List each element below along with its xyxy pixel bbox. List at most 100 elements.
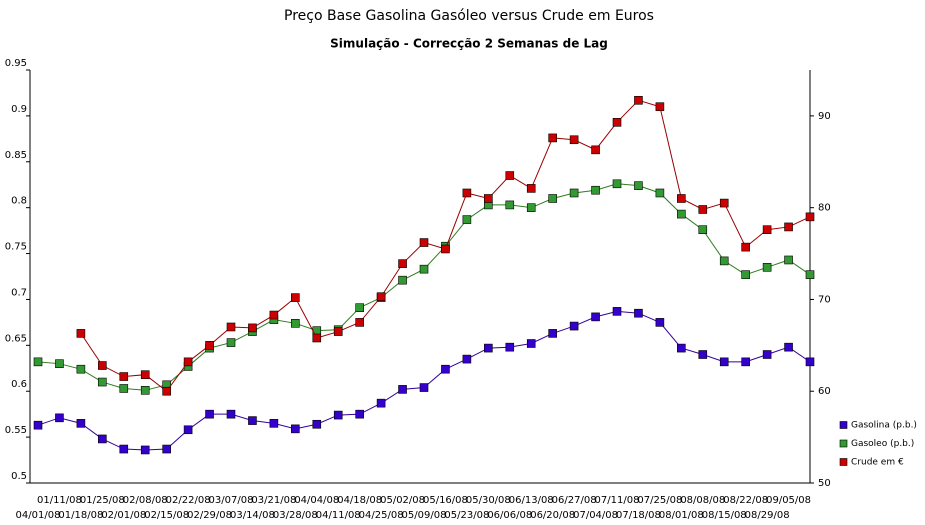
- x-tick-label: 05/30/08: [466, 495, 511, 506]
- data-point: [312, 333, 322, 343]
- x-tick-label: 07/18/08: [616, 510, 661, 521]
- data-point: [484, 343, 493, 353]
- x-tick-label: 01/18/08: [58, 510, 103, 521]
- data-point: [655, 102, 665, 112]
- data-point: [741, 242, 750, 252]
- data-point: [119, 384, 129, 393]
- y2-tick-label: 80: [818, 203, 831, 214]
- data-point: [805, 212, 815, 222]
- y-tick-label: 0.5: [11, 471, 27, 482]
- data-point: [805, 270, 815, 279]
- data-point: [248, 416, 257, 425]
- data-point: [569, 135, 579, 145]
- data-point: [505, 200, 515, 210]
- data-point: [183, 357, 193, 367]
- x-tick-label: 08/22/08: [723, 495, 768, 506]
- data-point: [355, 318, 364, 327]
- data-point: [569, 188, 579, 198]
- x-tick-label: 04/01/08: [16, 510, 61, 521]
- x-tick-label: 06/20/08: [530, 510, 575, 521]
- data-point: [419, 383, 429, 392]
- data-point: [376, 292, 386, 301]
- legend-swatch: [839, 439, 848, 448]
- data-point: [591, 312, 600, 322]
- x-tick-label: 05/16/08: [423, 495, 468, 506]
- data-point: [484, 194, 493, 203]
- data-point: [76, 419, 86, 428]
- x-tick-label: 02/15/08: [144, 510, 189, 521]
- data-point: [140, 386, 150, 395]
- x-tick-label: 02/29/08: [187, 510, 232, 521]
- data-point: [376, 398, 386, 408]
- data-point: [441, 244, 450, 254]
- x-tick-label: 07/04/08: [573, 510, 618, 521]
- data-point: [183, 425, 193, 435]
- data-point: [226, 338, 236, 347]
- series-line: [37, 310, 811, 451]
- data-point: [76, 329, 86, 338]
- data-point: [76, 364, 86, 374]
- data-point: [162, 386, 171, 396]
- y-tick-label: 0.55: [5, 425, 27, 436]
- data-point: [762, 263, 772, 272]
- x-tick-label: 03/28/08: [273, 510, 318, 521]
- data-point: [805, 357, 815, 367]
- legend-swatch: [839, 458, 848, 466]
- x-tick-label: 08/29/08: [745, 510, 790, 521]
- data-point: [269, 419, 279, 428]
- data-point: [634, 95, 643, 105]
- x-tick-label: 02/08/08: [123, 495, 168, 506]
- data-point: [784, 222, 793, 232]
- data-point: [526, 203, 536, 212]
- legend-label: Gasoleo (p.b.): [851, 439, 914, 449]
- x-tick-label: 07/11/08: [595, 495, 640, 506]
- data-point: [226, 322, 236, 332]
- chart-subtitle: Simulação - Correcção 2 Semanas de Lag: [330, 37, 608, 51]
- data-point: [655, 318, 665, 327]
- x-tick-label: 08/08/08: [680, 495, 725, 506]
- y-tick-label: 0.75: [5, 242, 27, 253]
- y2-tick-label: 50: [818, 478, 831, 489]
- data-point: [741, 270, 750, 279]
- data-point: [462, 188, 472, 198]
- data-point: [591, 185, 600, 195]
- data-point: [162, 444, 171, 454]
- data-point: [441, 364, 450, 374]
- data-point: [526, 339, 536, 348]
- data-point: [462, 215, 472, 224]
- data-point: [634, 308, 643, 318]
- data-point: [98, 377, 107, 387]
- x-tick-label: 05/02/08: [380, 495, 425, 506]
- data-point: [548, 194, 557, 203]
- data-point: [548, 133, 557, 143]
- data-point: [355, 409, 364, 419]
- legend-swatch: [839, 421, 848, 429]
- y-tick-label: 0.8: [11, 196, 27, 207]
- x-tick-label: 03/14/08: [230, 510, 275, 521]
- data-point: [548, 329, 557, 338]
- data-point: [677, 343, 686, 353]
- y2-tick-label: 70: [818, 294, 831, 305]
- y-tick-label: 0.6: [11, 379, 27, 390]
- data-point: [33, 420, 43, 430]
- data-point: [569, 321, 579, 331]
- data-point: [55, 359, 64, 368]
- data-point: [226, 409, 236, 419]
- x-tick-label: 06/06/08: [487, 510, 532, 521]
- data-point: [248, 323, 257, 333]
- data-point: [762, 350, 772, 359]
- data-point: [119, 372, 129, 381]
- data-point: [698, 225, 708, 234]
- x-tick-label: 03/21/08: [251, 495, 296, 506]
- data-point: [355, 303, 364, 313]
- data-point: [784, 342, 793, 352]
- legend-label: Crude em €: [851, 458, 904, 468]
- data-point: [677, 209, 686, 219]
- x-tick-label: 02/01/08: [101, 510, 146, 521]
- data-point: [719, 357, 729, 367]
- data-point: [205, 409, 214, 419]
- data-point: [205, 341, 214, 350]
- data-point: [505, 171, 515, 180]
- y2-tick-label: 60: [818, 386, 831, 397]
